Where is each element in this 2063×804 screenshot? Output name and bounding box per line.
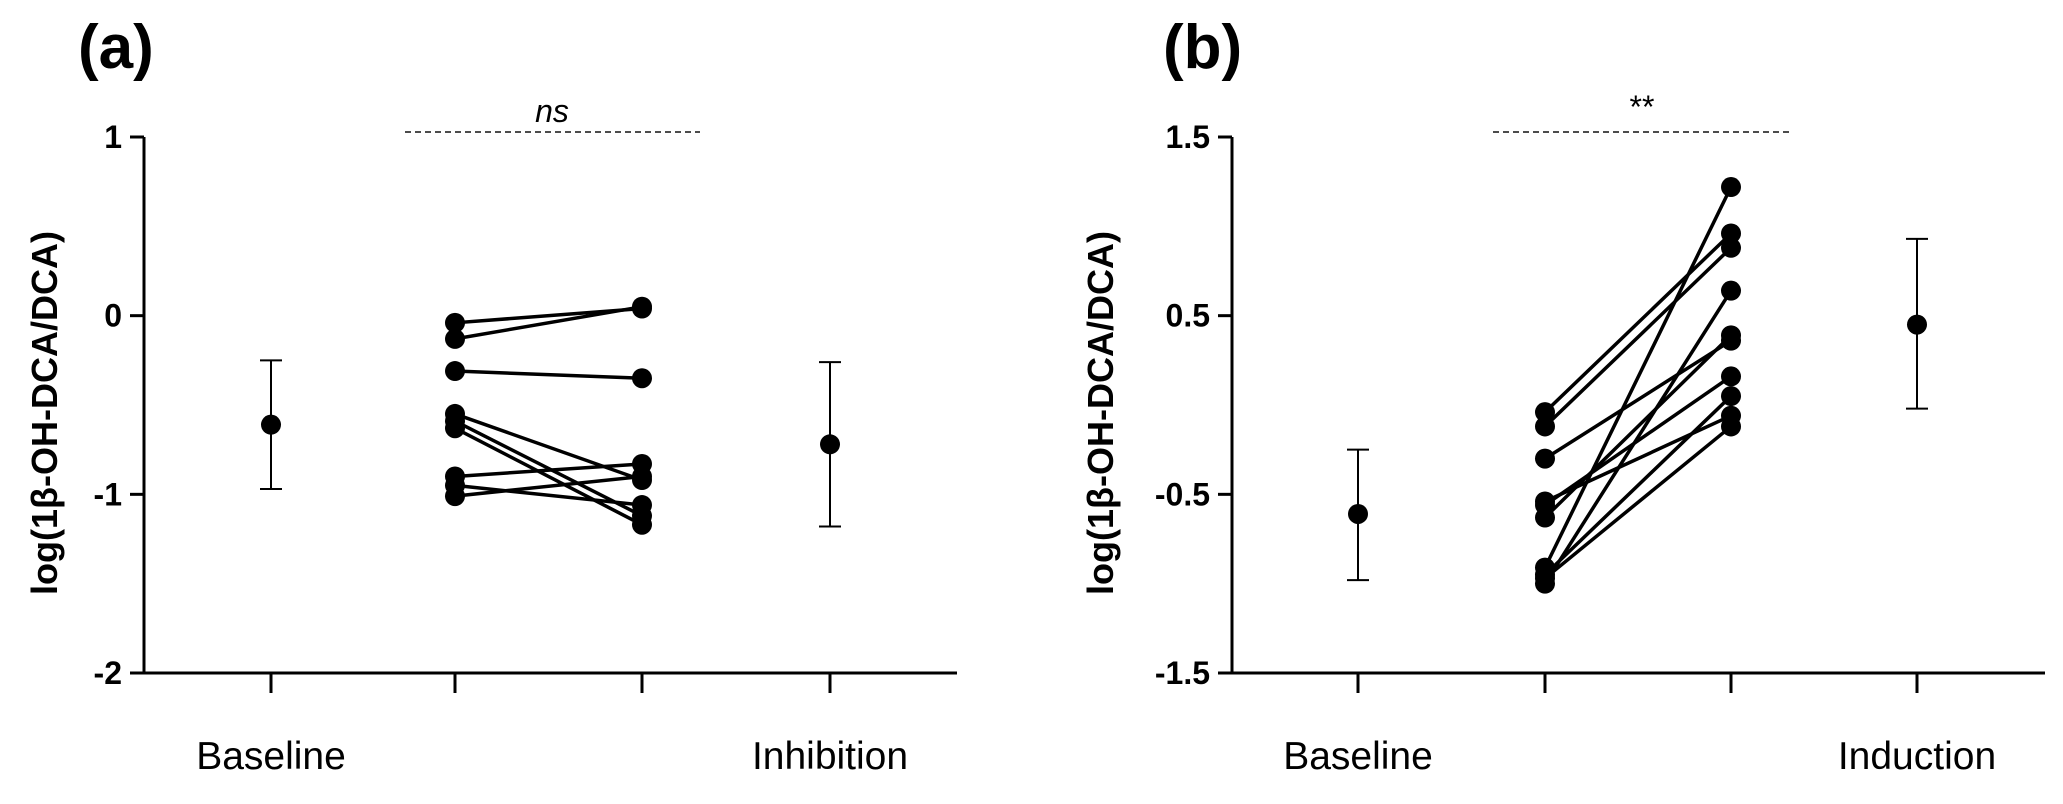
panel-b-marks xyxy=(1347,177,1928,594)
panel-a-paired-point-before xyxy=(445,418,465,439)
panel-a-label: (a) xyxy=(78,13,154,82)
panel-a: (a) log(1β-OH-DCA/DCA) 1 0 -1 -2 ns Baselin… xyxy=(24,13,957,778)
panel-b-paired-line xyxy=(1543,186,1733,569)
panel-a-paired-point-before xyxy=(445,328,465,349)
panel-a-paired-point-before xyxy=(445,361,465,382)
panel-b-mean-point xyxy=(1348,503,1368,524)
panel-b-paired-point-after xyxy=(1721,366,1741,387)
panel-b-paired-point-after xyxy=(1721,325,1741,346)
panel-a-paired-point-after xyxy=(632,514,652,535)
panel-b-x-label-induction: Induction xyxy=(1838,735,1996,778)
panel-a-y-axis-label: log(1β-OH-DCA/DCA) xyxy=(24,231,65,595)
panel-b-paired-line xyxy=(1544,374,1732,507)
panel-a-paired-line xyxy=(454,369,643,380)
panel-b-paired-line xyxy=(1543,246,1733,428)
panel-a-paired-line xyxy=(454,426,643,527)
panel-b-paired-point-before xyxy=(1535,448,1555,469)
panel-a-y-tick-label: -1 xyxy=(94,476,122,512)
panel-b-paired-point-before xyxy=(1535,568,1555,589)
panel-a-paired-point-after xyxy=(632,495,652,516)
panel-b-paired-point-after xyxy=(1721,177,1741,198)
panel-b-axes xyxy=(1230,137,2045,675)
panel-b-paired-line xyxy=(1544,414,1732,504)
panel-b-ticks: 1.5 0.5 -0.5 -1.5 xyxy=(1155,119,1919,693)
panel-a-marks xyxy=(260,296,841,535)
panel-b-y-axis-label: log(1β-OH-DCA/DCA) xyxy=(1080,231,1121,595)
panel-a-axes xyxy=(142,137,957,675)
panel-b-x-label-baseline: Baseline xyxy=(1283,735,1433,778)
panel-a-paired-point-before xyxy=(445,486,465,507)
panel-a-significance: ns xyxy=(405,93,700,133)
panel-a-paired-point-before xyxy=(445,312,465,333)
panel-b-y-tick-label: 0.5 xyxy=(1166,298,1210,334)
panel-b-paired-line xyxy=(1543,394,1733,576)
panel-b-paired-point-after xyxy=(1721,223,1741,244)
panel-b-label: (b) xyxy=(1163,13,1242,82)
panel-a-mean-point xyxy=(820,434,840,455)
panel-a-paired-line xyxy=(454,412,643,482)
panel-a-paired-point-after xyxy=(632,296,652,317)
panel-a-paired-line xyxy=(454,474,643,498)
panel-b-paired-point-before xyxy=(1535,507,1555,528)
panel-b-mean-point xyxy=(1907,314,1927,335)
panel-b-paired-point-before xyxy=(1535,491,1555,512)
panel-b-paired-point-after xyxy=(1721,237,1741,258)
panel-b-paired-point-before xyxy=(1535,402,1555,423)
panel-b-paired-line xyxy=(1543,425,1733,580)
panel-a-paired-line xyxy=(454,462,643,479)
panel-b-paired-point-after xyxy=(1721,386,1741,407)
panel-b-paired-point-after xyxy=(1721,280,1741,301)
panel-a-y-tick-label: 0 xyxy=(104,298,122,334)
panel-b-y-tick-label: -1.5 xyxy=(1155,655,1210,691)
panel-a-y-tick-label: 1 xyxy=(104,119,122,155)
panel-b-significance-label: ** xyxy=(1630,89,1655,125)
panel-b-significance: ** xyxy=(1493,89,1790,133)
panel-a-x-label-inhibition: Inhibition xyxy=(752,735,908,778)
panel-b-y-tick-label: -0.5 xyxy=(1155,476,1210,512)
panel-b: (b) log(1β-OH-DCA/DCA) 1.5 0.5 -0.5 -1.5 **… xyxy=(1080,13,2045,778)
panel-a-paired-line xyxy=(454,305,643,341)
panel-a-ticks: 1 0 -1 -2 xyxy=(94,119,832,693)
panel-a-paired-point-after xyxy=(632,368,652,389)
panel-a-significance-label: ns xyxy=(535,93,569,129)
panel-b-paired-point-before xyxy=(1535,416,1555,437)
panel-a-paired-line xyxy=(454,483,643,507)
panel-a-mean-point xyxy=(261,414,281,435)
panel-a-paired-line xyxy=(454,419,643,518)
panel-a-paired-point-after xyxy=(632,466,652,487)
panel-a-x-label-baseline: Baseline xyxy=(196,735,346,778)
panel-b-y-tick-label: 1.5 xyxy=(1166,119,1210,155)
panel-b-paired-line xyxy=(1543,232,1733,414)
panel-b-paired-point-after xyxy=(1721,405,1741,426)
panel-a-y-tick-label: -2 xyxy=(94,655,122,691)
panel-b-paired-line xyxy=(1543,289,1733,585)
panel-b-paired-line xyxy=(1544,339,1732,461)
